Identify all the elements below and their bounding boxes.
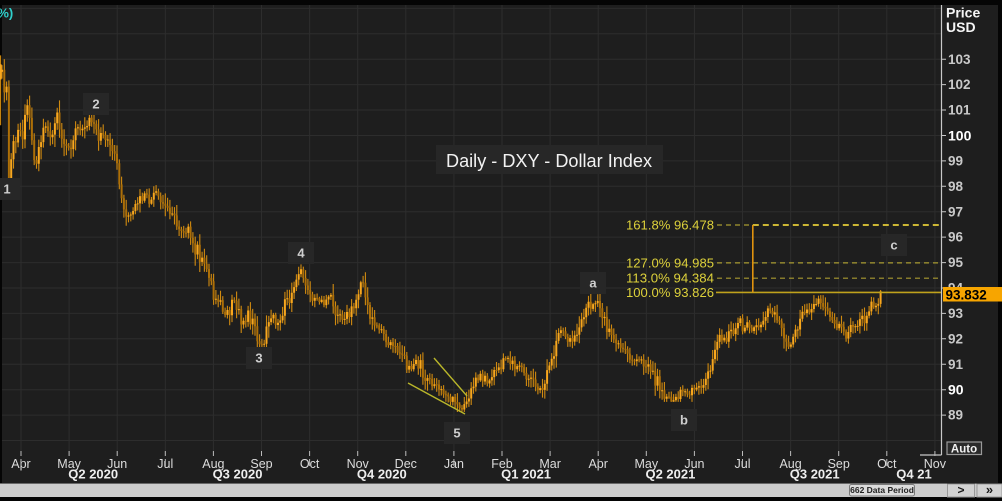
svg-text:161.8% 96.478: 161.8% 96.478 [626, 218, 714, 233]
svg-text:93: 93 [948, 306, 964, 321]
svg-text:95: 95 [948, 255, 964, 270]
svg-text:103: 103 [948, 52, 971, 67]
svg-text:100.0% 93.826: 100.0% 93.826 [626, 285, 714, 300]
svg-text:Q2 2021: Q2 2021 [645, 467, 695, 482]
svg-text:Q3 2020: Q3 2020 [213, 467, 263, 482]
svg-text:c: c [890, 238, 897, 253]
svg-text:101: 101 [948, 103, 971, 118]
svg-text:Dec: Dec [395, 457, 417, 471]
svg-text:127.0% 94.985: 127.0% 94.985 [626, 255, 714, 270]
svg-text:(%): (%) [0, 6, 13, 21]
svg-text:113.0% 94.384: 113.0% 94.384 [626, 271, 714, 286]
svg-text:Q2 2020: Q2 2020 [68, 467, 118, 482]
svg-text:Q4 21: Q4 21 [896, 467, 931, 482]
svg-text:Jun: Jun [684, 457, 704, 471]
svg-text:Aug: Aug [202, 457, 224, 471]
svg-text:Q3 2021: Q3 2021 [790, 467, 840, 482]
svg-text:102: 102 [948, 77, 971, 92]
svg-text:Sep: Sep [828, 457, 850, 471]
svg-text:3: 3 [255, 351, 262, 366]
svg-text:97: 97 [948, 204, 963, 219]
svg-text:89: 89 [948, 408, 963, 423]
svg-text:May: May [634, 457, 658, 471]
svg-text:Nov: Nov [924, 457, 947, 471]
svg-text:b: b [680, 413, 688, 428]
svg-text:Feb: Feb [491, 457, 513, 471]
svg-text:4: 4 [297, 246, 305, 261]
svg-text:93.832: 93.832 [946, 288, 987, 303]
svg-text:91: 91 [948, 357, 964, 372]
svg-text:»: » [986, 482, 993, 497]
svg-text:Aug: Aug [779, 457, 801, 471]
svg-text:96: 96 [948, 230, 964, 245]
svg-text:662 Data Period: 662 Data Period [850, 485, 914, 495]
svg-text:Price: Price [946, 5, 980, 21]
svg-text:100: 100 [948, 127, 972, 143]
svg-text:90: 90 [948, 382, 964, 398]
svg-text:2: 2 [92, 97, 99, 112]
svg-text:Nov: Nov [347, 457, 370, 471]
svg-text:Q1 2021: Q1 2021 [501, 467, 551, 482]
svg-text:Auto: Auto [951, 443, 977, 455]
svg-text:5: 5 [453, 426, 460, 441]
svg-text:Q4 2020: Q4 2020 [357, 467, 407, 482]
svg-text:Daily - DXY - Dollar Index: Daily - DXY - Dollar Index [446, 151, 652, 171]
svg-text:Jun: Jun [107, 457, 127, 471]
svg-text:May: May [57, 457, 81, 471]
svg-text:USD: USD [946, 19, 976, 35]
svg-text:98: 98 [948, 179, 964, 194]
svg-text:1: 1 [3, 182, 10, 197]
svg-text:99: 99 [948, 154, 963, 169]
svg-text:>: > [957, 483, 964, 497]
svg-text:Mar: Mar [539, 457, 561, 471]
svg-text:Sep: Sep [250, 457, 272, 471]
svg-text:92: 92 [948, 331, 963, 346]
svg-text:a: a [589, 276, 597, 291]
